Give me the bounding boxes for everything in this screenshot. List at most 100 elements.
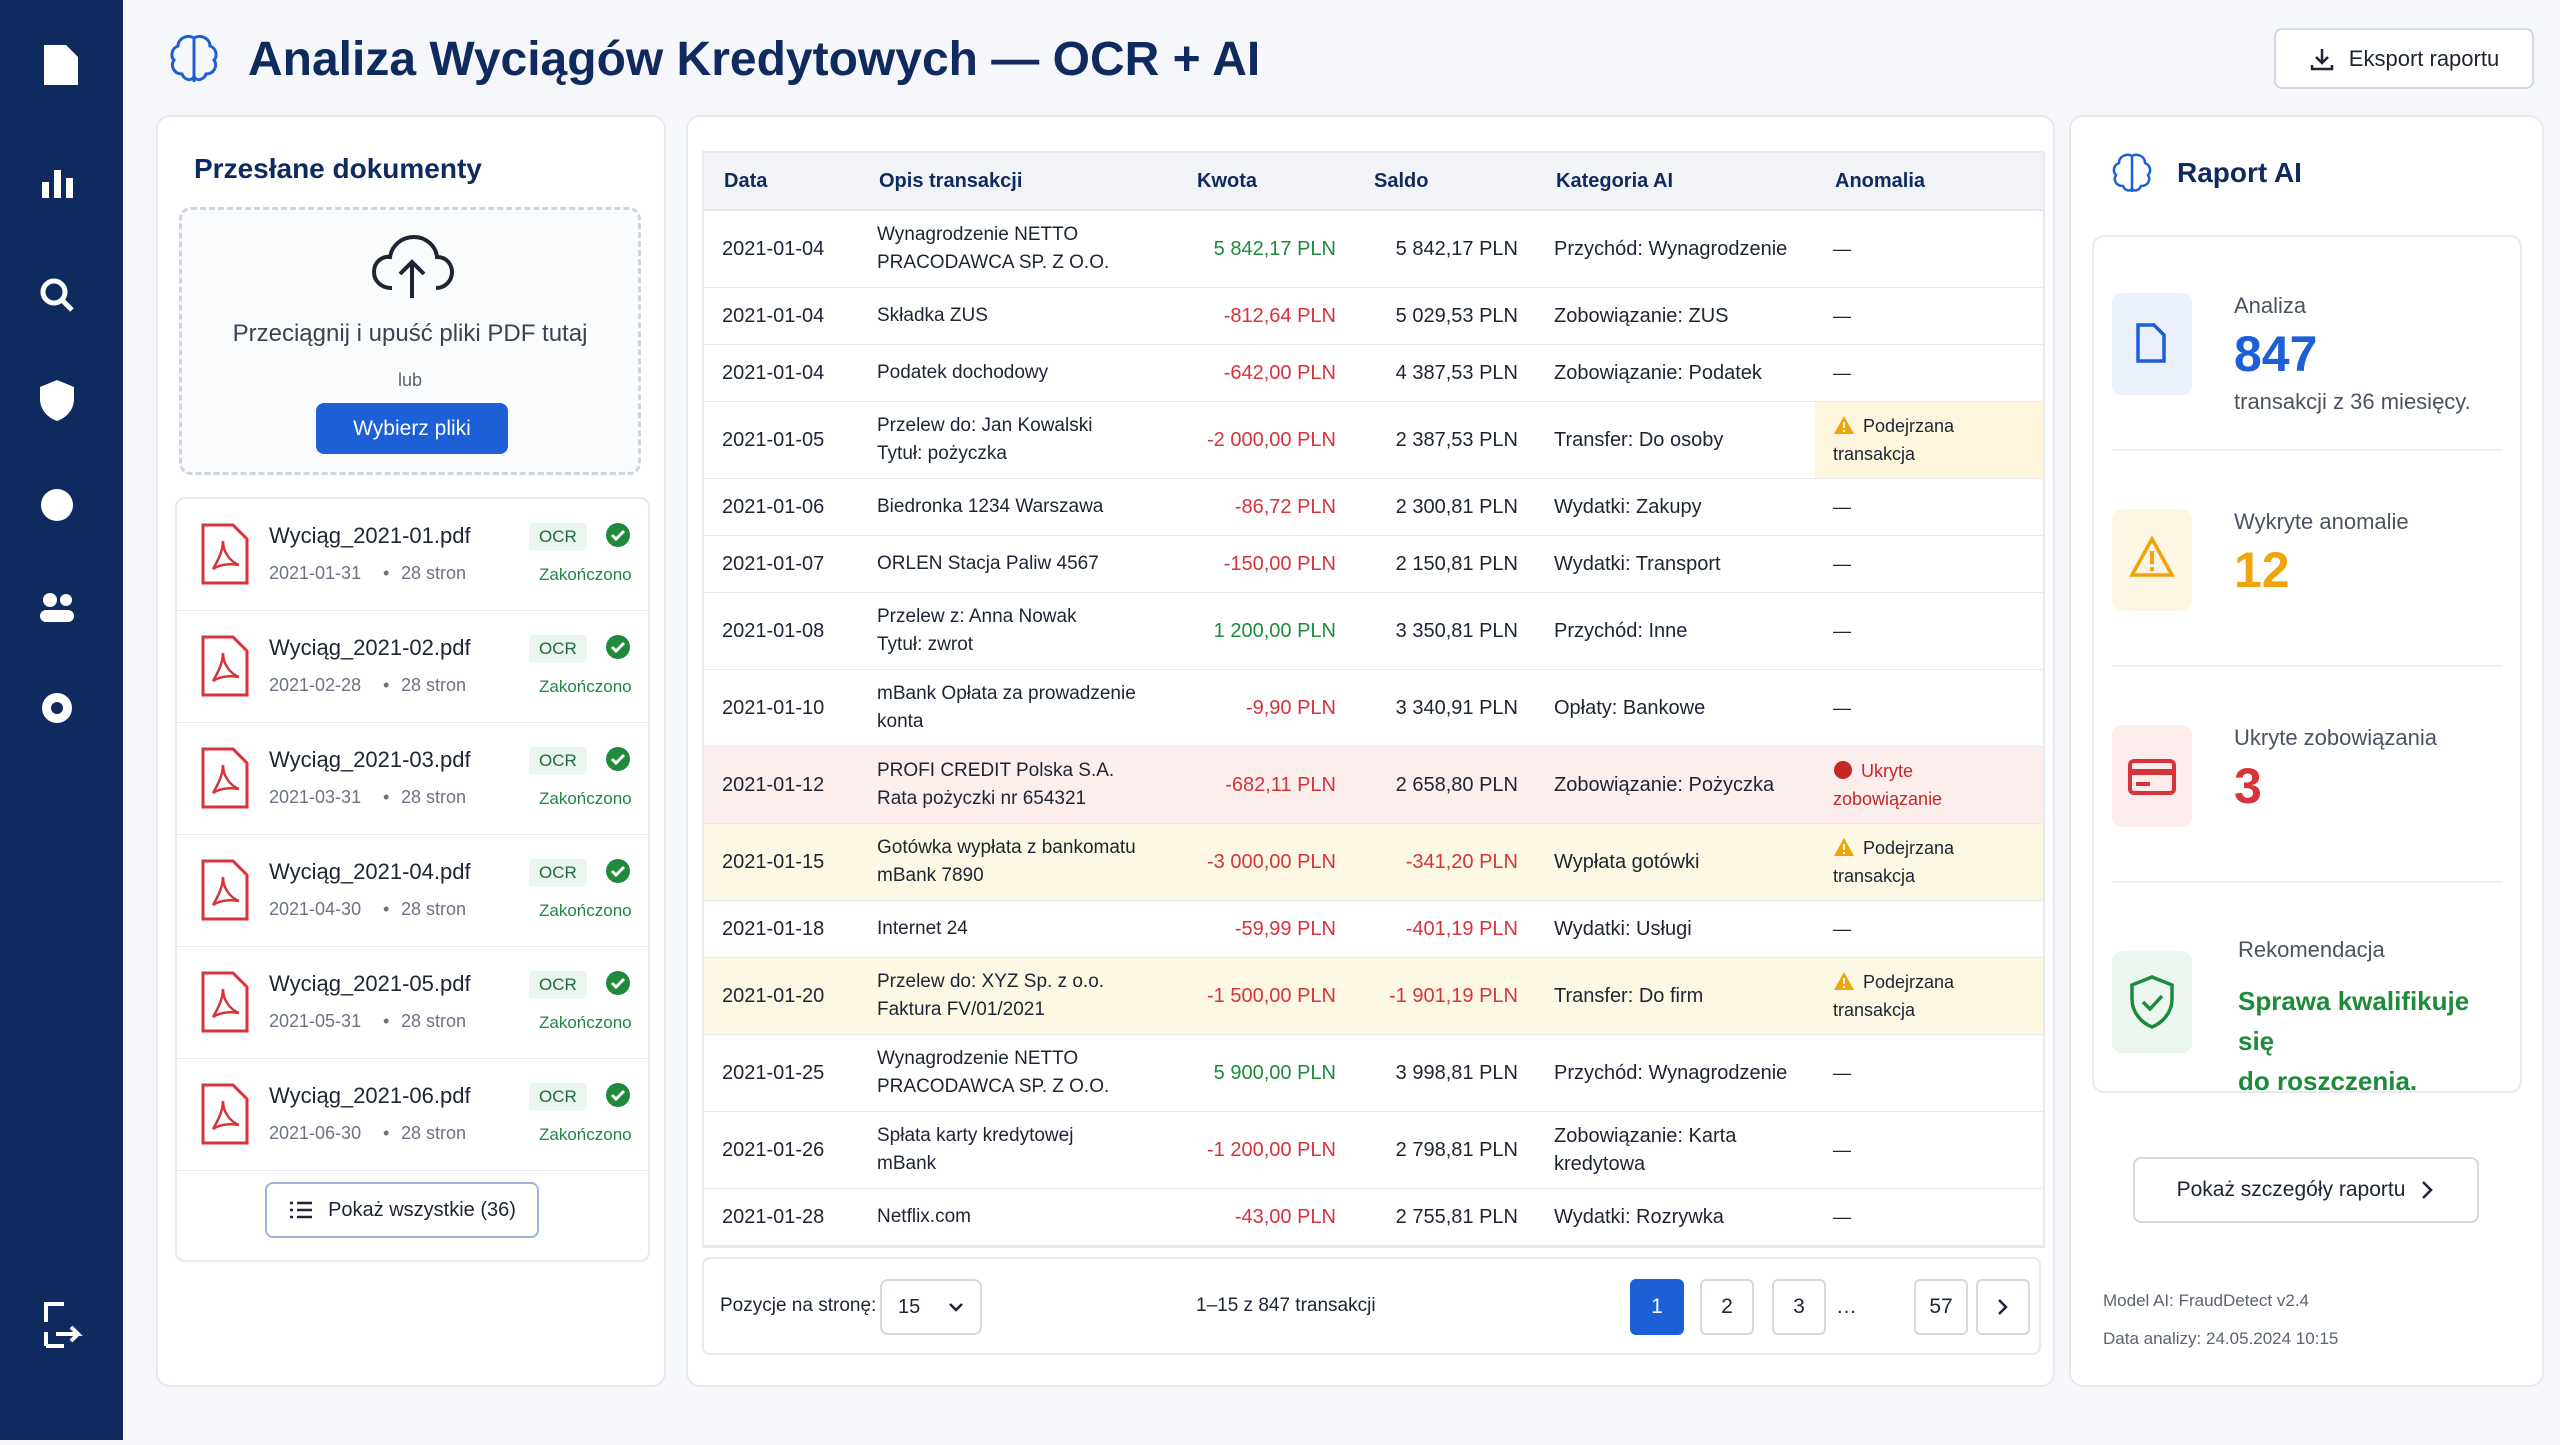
export-button[interactable]: Eksport raportu xyxy=(2274,28,2534,89)
file-item[interactable]: Wyciąg_2021-03.pdf 2021-03-31 • 28 stron OCR… xyxy=(177,723,648,835)
cell-text: 2021-01-28 xyxy=(722,1205,825,1228)
page-button[interactable]: 3 xyxy=(1772,1279,1826,1335)
cell: — xyxy=(1815,210,2043,288)
cell: -3 000,00 PLN xyxy=(1177,823,1354,901)
cell: Przychód: Inne xyxy=(1536,592,1815,670)
transaction-row[interactable]: 2021-01-28 Netflix.com -43,00 PLN 2 755,81 … xyxy=(704,1188,2043,1246)
drop-zone[interactable]: Przeciągnij i upuść pliki PDF tutaj lub … xyxy=(179,207,641,475)
card-label: Wykryte anomalie xyxy=(2234,509,2409,534)
bullet: • xyxy=(383,787,390,807)
transactions-panel: Data Opis transakcji Kwota Saldo Kategoria A… xyxy=(686,115,2055,1387)
cell: -1 901,19 PLN xyxy=(1354,957,1536,1035)
transaction-row[interactable]: 2021-01-10 mBank Opłata za prowadzenie ko… xyxy=(704,669,2043,747)
transaction-row[interactable]: 2021-01-07 ORLEN Stacja Paliw 4567 -150,00… xyxy=(704,535,2043,593)
cell-text: 2021-01-18 xyxy=(722,917,825,940)
cell-text: — xyxy=(1833,1062,1851,1083)
file-item[interactable]: Wyciąg_2021-01.pdf 2021-01-31 • 28 stron OCR… xyxy=(177,499,648,611)
cell-text: Zobowiązanie: Podatek xyxy=(1554,361,1762,384)
cell-text: -642,00 PLN xyxy=(1223,361,1336,384)
cell: -341,20 PLN xyxy=(1354,823,1536,901)
documents-icon[interactable] xyxy=(44,45,78,85)
cell-text: 2021-01-08 xyxy=(722,619,825,642)
cell-text: Przychód: Wynagrodzenie xyxy=(1554,1061,1788,1084)
transaction-row[interactable]: 2021-01-08 Przelew z: Anna Nowak Tytuł: z… xyxy=(704,592,2043,670)
transaction-row[interactable]: 2021-01-15 Gotówka wypłata z bankomatu mB… xyxy=(704,823,2043,901)
file-item[interactable]: Wyciąg_2021-05.pdf 2021-05-31 • 28 stron OCR… xyxy=(177,947,648,1059)
model-info: Model AI: FraudDetect v2.4 xyxy=(2103,1291,2309,1310)
per-page-select[interactable]: 15 xyxy=(880,1279,982,1335)
cell: Zobowiązanie: ZUS xyxy=(1536,287,1815,345)
file-item[interactable]: Wyciąg_2021-04.pdf 2021-04-30 • 28 stron OCR… xyxy=(177,835,648,947)
table-body: 2021-01-04 Wynagrodzenie NETTO PRACODAWCA… xyxy=(704,210,2043,1246)
page-button[interactable]: 57 xyxy=(1914,1279,1968,1335)
transaction-row[interactable]: 2021-01-18 Internet 24 -59,99 PLN -401,19 P… xyxy=(704,900,2043,958)
cell-text: ORLEN Stacja Paliw 4567 xyxy=(877,552,1099,574)
file-status: Zakończono xyxy=(539,789,632,808)
cell-text: 2021-01-04 xyxy=(722,361,825,384)
file-pages: 28 stron xyxy=(401,1011,467,1031)
transaction-row[interactable]: 2021-01-05 Przelew do: Jan Kowalski Tytuł… xyxy=(704,401,2043,479)
transaction-row[interactable]: 2021-01-26 Spłata karty kredytowej mBank -… xyxy=(704,1111,2043,1189)
report-details-button[interactable]: Pokaż szczegóły raportu xyxy=(2133,1157,2479,1223)
cell-text: 5 842,17 PLN xyxy=(1213,237,1336,260)
cell: 2021-01-18 xyxy=(704,900,859,958)
table-wrap: Data Opis transakcji Kwota Saldo Kategoria A… xyxy=(702,151,2045,1248)
cell-text: Przychód: Wynagrodzenie xyxy=(1554,237,1788,260)
cell-text: Podatek dochodowy xyxy=(877,361,1049,383)
cell-text: — xyxy=(1833,305,1851,326)
cell: — xyxy=(1815,1111,2043,1189)
logout-icon[interactable] xyxy=(44,1302,83,1348)
cell: 2021-01-08 xyxy=(704,592,859,670)
show-all-button[interactable]: Pokaż wszystkie (36) xyxy=(265,1182,539,1238)
file-item[interactable]: Wyciąg_2021-06.pdf 2021-06-30 • 28 stron OCR… xyxy=(177,1059,648,1171)
bullet: • xyxy=(383,899,390,919)
danger-icon xyxy=(1833,760,1861,781)
cell: Wydatki: Usługi xyxy=(1536,900,1815,958)
stats-icon[interactable] xyxy=(42,182,49,198)
page-button[interactable]: 2 xyxy=(1700,1279,1754,1335)
choose-files-button[interactable]: Wybierz pliki xyxy=(316,403,508,454)
transaction-row[interactable]: 2021-01-20 Przelew do: XYZ Sp. z o.o. Fak… xyxy=(704,957,2043,1035)
cell-text: Wypłata gotówki xyxy=(1554,850,1700,873)
search-icon[interactable] xyxy=(40,278,68,306)
cell-text: Gotówka wypłata z bankomatu mBank 7890 xyxy=(877,836,1136,886)
ocr-badge: OCR xyxy=(529,523,587,551)
cell-text: 2 658,80 PLN xyxy=(1395,773,1518,796)
report-cards: Analiza 847 transakcji z 36 miesięcy. Wykry… xyxy=(2092,235,2522,1096)
cell: 2021-01-04 xyxy=(704,344,859,402)
report-brain-icon xyxy=(2112,153,2152,192)
cell: 5 029,53 PLN xyxy=(1354,287,1536,345)
cell: -9,90 PLN xyxy=(1177,669,1354,747)
page-button[interactable]: 1 xyxy=(1630,1279,1684,1335)
done-icon xyxy=(605,522,631,553)
done-icon xyxy=(605,746,631,777)
transaction-row[interactable]: 2021-01-12 PROFI CREDIT Polska S.A. Rata … xyxy=(704,746,2043,824)
cell-text: Opłaty: Bankowe xyxy=(1554,696,1706,719)
users-icon[interactable] xyxy=(43,593,57,607)
cell-text: Zobowiązanie: ZUS xyxy=(1554,304,1729,327)
cell: 1 200,00 PLN xyxy=(1177,592,1354,670)
shield-icon[interactable] xyxy=(40,380,74,421)
transaction-row[interactable]: 2021-01-04 Wynagrodzenie NETTO PRACODAWCA… xyxy=(704,210,2043,288)
cell-text: 5 842,17 PLN xyxy=(1395,237,1518,260)
cell-text: Podejrzana transakcja xyxy=(1833,837,1955,886)
file-name: Wyciąg_2021-01.pdf xyxy=(269,523,471,548)
transaction-row[interactable]: 2021-01-06 Biedronka 1234 Warszawa -86,72 … xyxy=(704,478,2043,536)
file-status: Zakończono xyxy=(539,1125,632,1144)
cell: -682,11 PLN xyxy=(1177,746,1354,824)
cell-text: 2 300,81 PLN xyxy=(1395,495,1518,518)
file-date: 2021-05-31 xyxy=(269,1011,362,1031)
file-pages: 28 stron xyxy=(401,787,467,807)
transaction-row[interactable]: 2021-01-04 Składka ZUS -812,64 PLN 5 029,53… xyxy=(704,287,2043,345)
card-label: Analiza xyxy=(2234,293,2307,318)
transaction-row[interactable]: 2021-01-25 Wynagrodzenie NETTO PRACODAWCA… xyxy=(704,1034,2043,1112)
pie-icon[interactable] xyxy=(41,489,73,521)
cell: 2 387,53 PLN xyxy=(1354,401,1536,479)
next-page-button[interactable] xyxy=(1976,1279,2030,1335)
cell: Wydatki: Transport xyxy=(1536,535,1815,593)
file-date: 2021-04-30 xyxy=(269,899,362,919)
transaction-row[interactable]: 2021-01-04 Podatek dochodowy -642,00 PLN 4 … xyxy=(704,344,2043,402)
cell-text: 2021-01-04 xyxy=(722,304,825,327)
cell: Przelew do: Jan Kowalski Tytuł: pożyczka xyxy=(859,401,1177,479)
file-item[interactable]: Wyciąg_2021-02.pdf 2021-02-28 • 28 stron OCR… xyxy=(177,611,648,723)
